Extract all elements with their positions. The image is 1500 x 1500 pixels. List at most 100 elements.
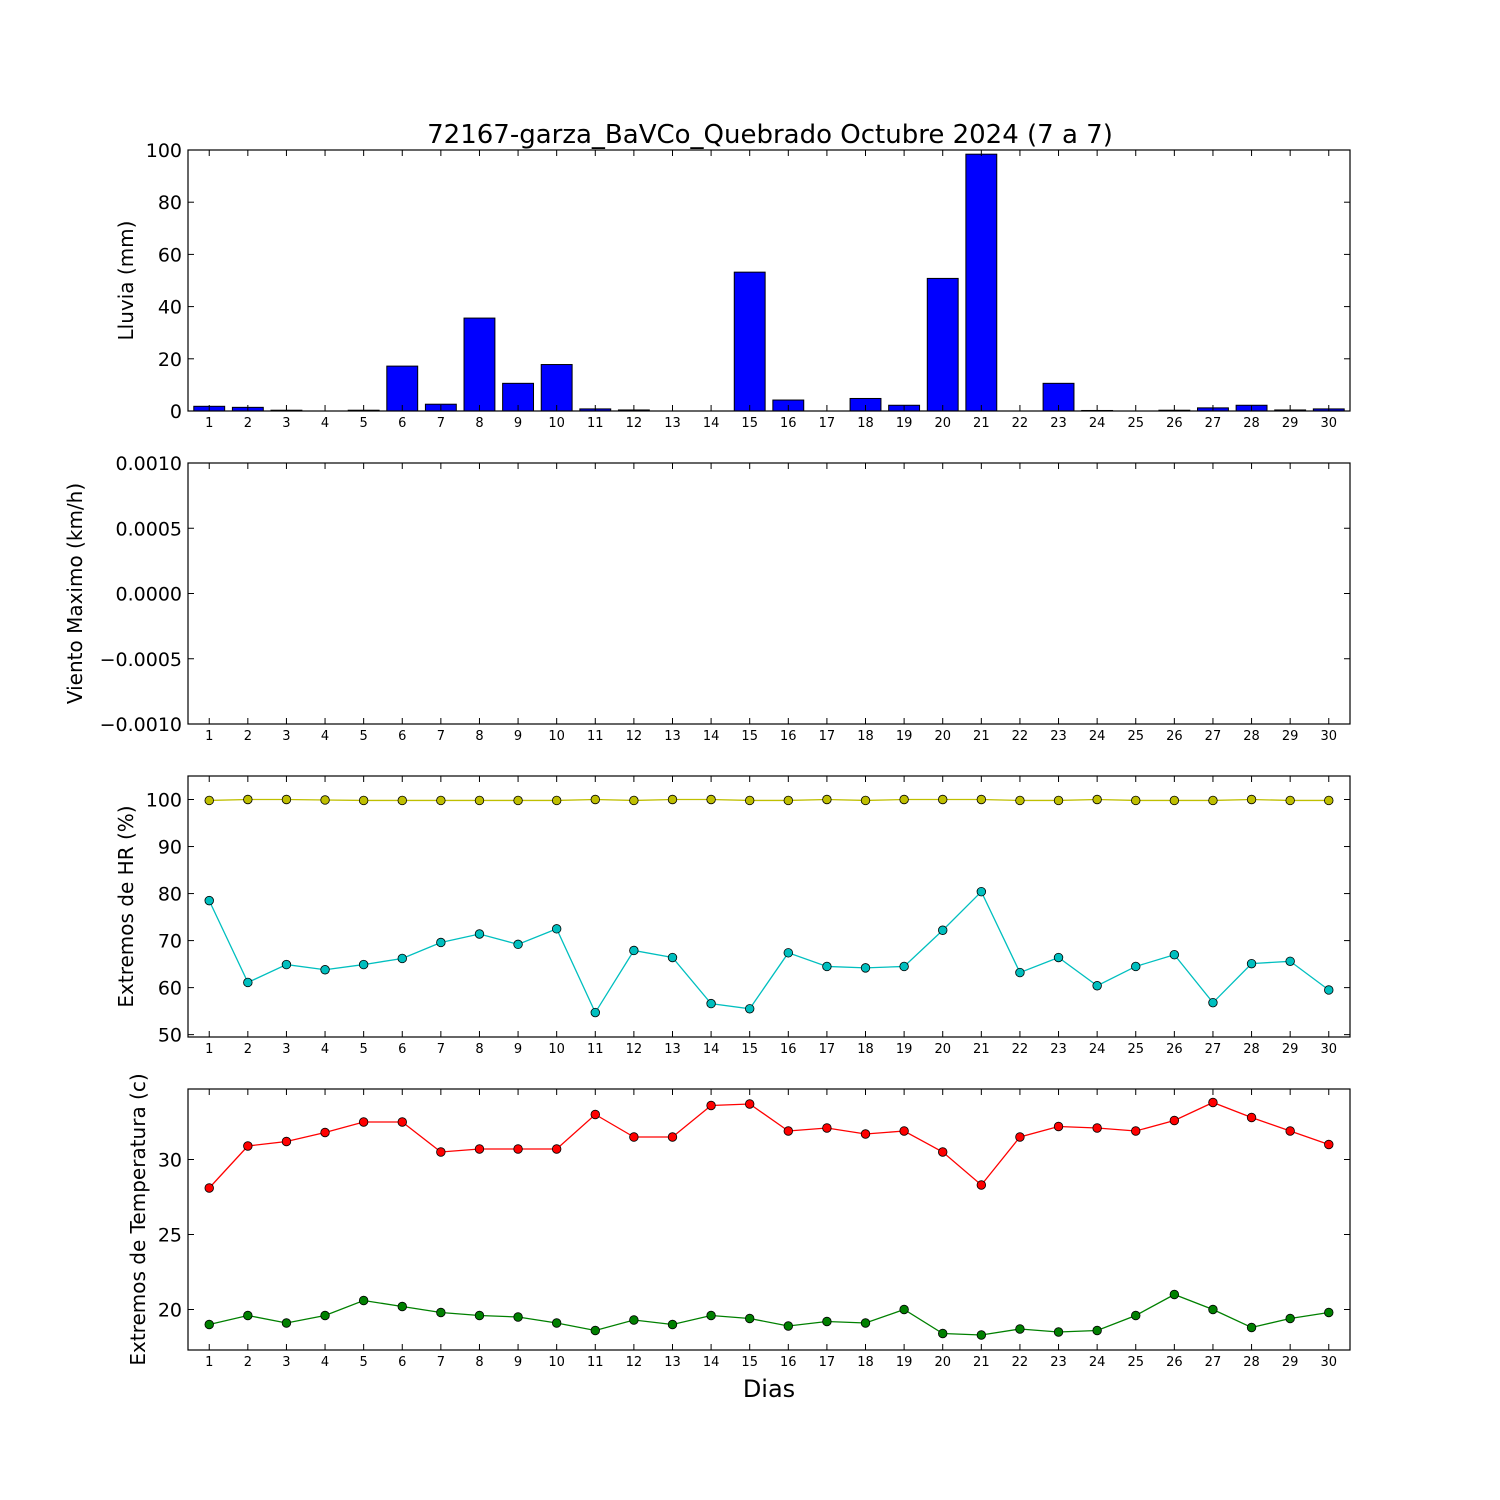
data-point [1015,967,1025,978]
data-point [243,1141,253,1151]
data-point [1131,961,1141,972]
data-point [320,1127,330,1138]
y-tick-label: 20 [158,349,182,371]
x-tick-label: 16 [780,1355,797,1370]
x-tick-label: 11 [587,729,604,744]
data-point [783,948,794,958]
plot-frame [187,149,1351,412]
x-tick-label: 3 [282,1355,290,1370]
x-tick-label: 8 [475,416,483,431]
x-tick-label: 19 [896,729,913,744]
data-point [667,1132,678,1142]
y-tick-label: 0 [170,401,182,423]
data-point [938,925,948,935]
x-tick-label: 10 [548,416,565,431]
x-tick-label: 29 [1282,416,1299,431]
x-tick-label: 12 [626,1355,643,1370]
x-tick-label: 5 [360,1355,368,1370]
x-tick-label: 9 [514,416,522,431]
x-tick-label: 27 [1205,729,1222,744]
series-line [209,1293,1329,1336]
x-tick-label: 22 [1012,1355,1029,1370]
x-tick-label: 1 [205,1355,213,1370]
data-point [1092,794,1102,805]
y-tick-label: 0.0000 [116,584,182,606]
data-point [1285,956,1295,966]
x-tick-label: 25 [1127,1042,1144,1057]
data-point [243,794,253,805]
y-tick-label: −0.0010 [100,714,182,736]
x-tick-label: 4 [321,1355,329,1370]
x-tick-label: 22 [1012,416,1029,431]
x-tick-label: 27 [1205,1042,1222,1057]
x-tick-label: 14 [703,729,720,744]
data-point [513,1144,523,1154]
data-point [204,795,214,806]
data-point [899,961,909,972]
y-tick-label: 80 [158,884,182,906]
data-point [551,795,562,806]
data-point [667,1319,678,1330]
y-axis-label: Extremos de Temperatura (c) [126,1073,150,1365]
data-point [976,794,987,805]
x-tick-label: 2 [244,729,252,744]
x-tick-label: 30 [1320,1042,1337,1057]
data-point [629,945,639,956]
data-point [976,886,987,897]
x-tick-label: 21 [973,1042,990,1057]
y-tick-label: 60 [158,244,182,266]
data-point [474,929,485,939]
x-tick-label: 15 [741,1042,758,1057]
x-tick-label: 18 [857,1355,874,1370]
x-tick-label: 18 [857,416,874,431]
x-tick-label: 1 [205,416,213,431]
x-tick-label: 16 [780,729,797,744]
plot-frame [187,775,1351,1038]
x-tick-label: 5 [360,729,368,744]
x-tick-label: 26 [1166,416,1183,431]
x-tick-label: 3 [282,416,290,431]
x-tick-label: 2 [244,1355,252,1370]
data-point [474,795,485,806]
y-tick-label: 0.0010 [116,453,182,475]
series-line [208,1101,1329,1189]
data-point [745,1004,755,1014]
x-tick-label: 6 [398,1042,406,1057]
data-point [976,1180,987,1190]
bar [463,317,496,412]
x-tick-label: 20 [934,729,951,744]
y-tick-label: 25 [158,1225,182,1247]
chart-title: 72167-garza_BaVCo_Quebrado Octubre 2024 … [427,120,1113,150]
data-point [281,1136,292,1147]
x-tick-label: 10 [548,1355,565,1370]
data-point [513,1312,523,1322]
x-tick-label: 16 [780,1042,797,1057]
x-tick-label: 11 [587,1042,604,1057]
x-tick-label: 5 [360,416,368,431]
x-tick-label: 23 [1050,416,1067,431]
x-tick-label: 11 [587,1355,604,1370]
x-tick-label: 30 [1320,1355,1337,1370]
bar [965,153,998,412]
data-point [204,1319,214,1330]
data-point [1015,1132,1025,1142]
x-tick-label: 26 [1166,729,1183,744]
data-point [745,1313,755,1324]
x-tick-label: 2 [244,416,252,431]
x-tick-label: 6 [398,1355,406,1370]
data-point [706,1100,716,1111]
x-tick-label: 27 [1205,416,1222,431]
data-point [1169,1115,1180,1126]
x-tick-label: 19 [896,1042,913,1057]
data-point [513,939,523,950]
data-point [783,1321,794,1331]
data-point [1246,958,1257,969]
y-tick-label: 50 [158,1025,182,1047]
data-point [860,795,871,806]
data-point [474,1144,485,1154]
y-axis-label: Extremos de HR (%) [114,805,138,1007]
x-tick-label: 19 [896,416,913,431]
data-point [551,1144,562,1154]
x-tick-label: 18 [857,1042,874,1057]
